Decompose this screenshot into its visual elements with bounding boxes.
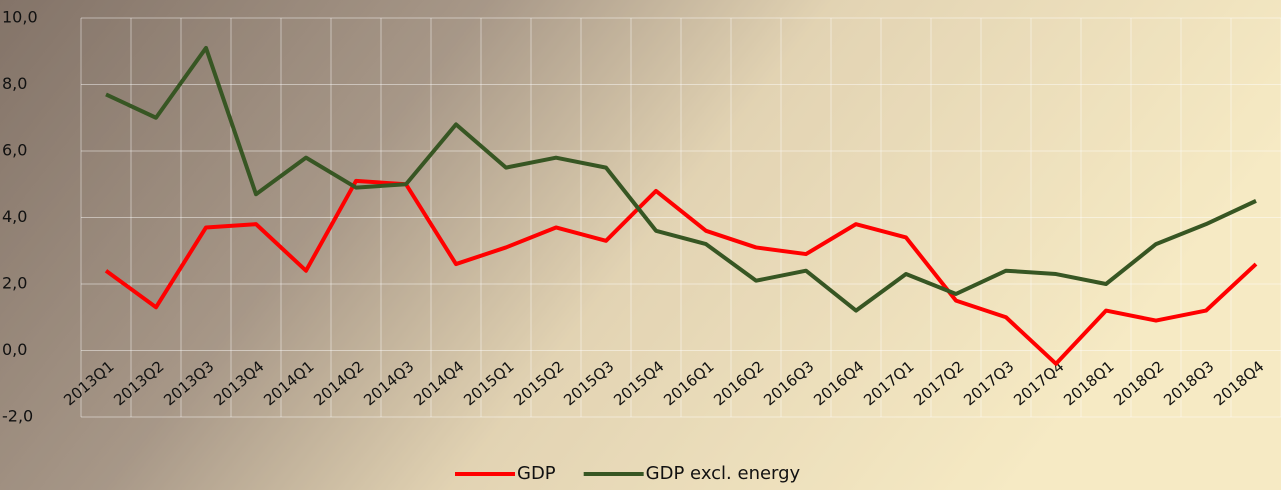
chart: -2,00,02,04,06,08,010,02013Q12013Q22013Q… <box>0 0 1281 490</box>
y-tick-label: -2,0 <box>2 407 33 426</box>
legend-label: GDP <box>517 463 556 484</box>
y-tick-label: 2,0 <box>2 274 27 293</box>
y-tick-label: 6,0 <box>2 141 27 160</box>
y-tick-label: 10,0 <box>2 8 38 27</box>
legend-label: GDP excl. energy <box>646 463 801 484</box>
y-tick-label: 8,0 <box>2 74 27 93</box>
y-tick-label: 0,0 <box>2 340 27 359</box>
y-tick-label: 4,0 <box>2 207 27 226</box>
